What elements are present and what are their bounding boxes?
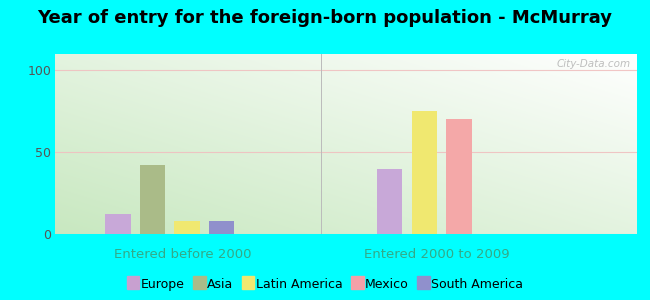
Bar <box>377 169 402 234</box>
Text: Entered before 2000: Entered before 2000 <box>114 248 252 260</box>
Text: Entered 2000 to 2009: Entered 2000 to 2009 <box>364 248 510 260</box>
Text: City-Data.com: City-Data.com <box>557 59 631 69</box>
Bar <box>174 221 200 234</box>
Bar <box>411 111 437 234</box>
Bar <box>446 119 471 234</box>
Bar <box>209 221 234 234</box>
Bar <box>140 165 165 234</box>
Text: Year of entry for the foreign-born population - McMurray: Year of entry for the foreign-born popul… <box>38 9 612 27</box>
Bar <box>105 214 131 234</box>
Legend: Europe, Asia, Latin America, Mexico, South America: Europe, Asia, Latin America, Mexico, Sou… <box>127 278 523 291</box>
